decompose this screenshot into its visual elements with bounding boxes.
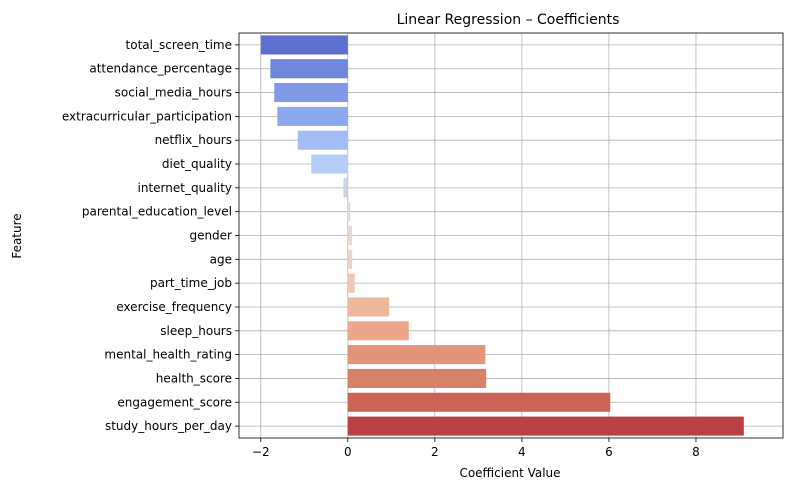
bar-sleep-hours [347,321,409,341]
x-tick-label: 6 [605,445,613,459]
y-tick-label: total_screen_time [126,38,232,52]
y-tick-label: engagement_score [117,395,232,409]
y-tick-label: mental_health_rating [104,348,232,362]
y-tick-layer: total_screen_time attendance_percentageso… [62,38,239,433]
y-tick-label: netflix_hours [155,133,232,147]
y-tick-label: social_media_hours [115,86,232,100]
bar-exercise-frequency [347,297,390,317]
y-tick-label: internet_quality [138,181,233,195]
bar-mental-health-rating [347,345,486,365]
x-tick-label: 8 [692,445,700,459]
y-tick-label: exercise_frequency [116,300,232,314]
y-tick-label: gender [189,229,232,243]
y-tick-label: study_hours_per_day [105,419,232,433]
bar-total-screen-time [260,35,348,55]
bar-attendance-percentage [270,59,348,79]
y-tick-label: sleep_hours [160,324,232,338]
y-tick-label: age [210,252,232,266]
bar-age [347,249,353,269]
bar-netflix-hours [297,130,348,150]
bar-engagement-score [347,392,611,412]
x-tick-label: 0 [344,445,352,459]
x-axis-label: Coefficient Value [459,466,560,480]
x-tick-label: −2 [252,445,270,459]
bar-health-score [347,368,487,388]
y-axis-label: Feature [10,213,24,258]
x-tick-layer: −2 0 2 4 6 8 [252,438,700,459]
bar-internet-quality [343,178,348,198]
y-tick-label: diet_quality [162,157,232,171]
bar-extracurricular-participation [277,106,348,126]
bar-social-media-hours [274,83,348,103]
y-tick-label: health_score [156,371,232,385]
x-tick-label: 4 [518,445,526,459]
y-tick-label: attendance_percentage [89,62,232,76]
bar-study-hours-per-day [347,416,744,436]
y-tick-label: extracurricular_participation [62,109,232,123]
bar-diet-quality [311,154,348,174]
bar-parental-education-level [347,202,351,222]
bar-layer [260,35,744,436]
y-tick-label: parental_education_level [82,205,232,219]
bar-gender [347,225,353,246]
x-tick-label: 2 [431,445,439,459]
bar-part-time-job [347,273,355,293]
chart-title: Linear Regression – Coefficients [397,12,620,28]
y-tick-label: part_time_job [150,276,232,290]
